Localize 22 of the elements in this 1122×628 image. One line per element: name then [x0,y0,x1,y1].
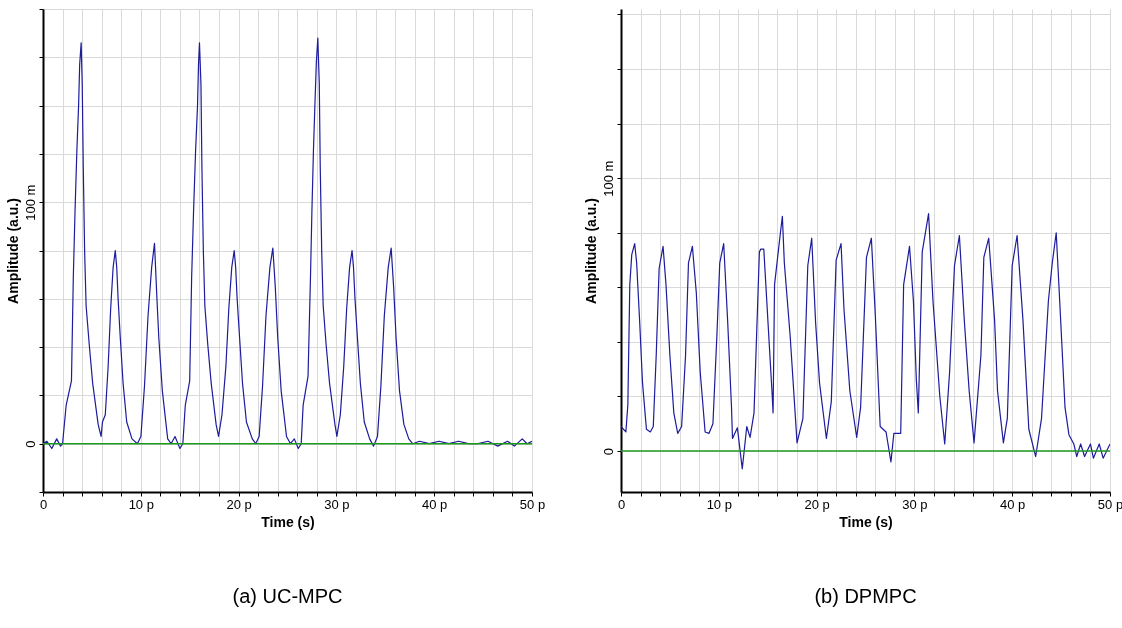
x-axis-title: Time (s) [839,513,893,530]
x-tick-label: 0 [617,496,626,512]
x-tick-label: 30 p [324,496,350,512]
x-tick-label: 20 p [226,496,252,512]
x-tick-label: 50 p [1097,496,1122,512]
x-tick-label: 40 p [422,496,448,512]
x-tick-label: 40 p [1000,496,1026,512]
text: (a) UC-MPC [232,585,343,607]
x-tick-label: 10 p [706,496,732,512]
x-axis-title: Time (s) [261,513,315,530]
x-tick-label: 30 p [902,496,928,512]
y-tick-label: 100 m [600,160,616,197]
y-axis-title: Amplitude (a.u.) [582,198,599,304]
x-tick-label: 50 p [519,496,546,512]
x-tick-label: 10 p [128,496,154,512]
x-tick-label: 0 [39,496,48,512]
line-series [43,37,532,450]
text: (b) DPMPC [814,585,917,607]
y-tick-label: 100 m [22,184,38,221]
line-series [621,213,1110,470]
x-tick-label: 20 p [804,496,830,512]
y-axis-title: Amplitude (a.u.) [4,198,21,304]
